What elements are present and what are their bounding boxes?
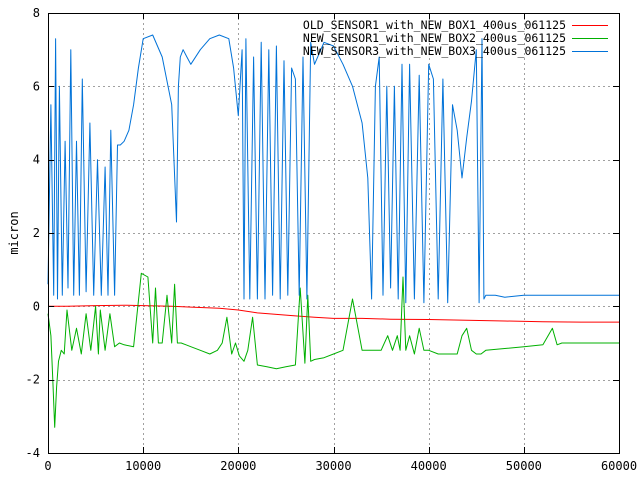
series-layer xyxy=(47,34,619,428)
x-tick-label: 10000 xyxy=(125,459,161,473)
y-tick-label: 0 xyxy=(33,299,40,313)
x-tick-label: 0 xyxy=(44,459,51,473)
y-tick-label: -4 xyxy=(26,446,40,460)
legend: OLD_SENSOR1_with_NEW_BOX1_400us_061125NE… xyxy=(303,18,608,58)
axis-ticks xyxy=(48,13,620,454)
y-tick-label: -2 xyxy=(26,373,40,387)
y-tick-label: 2 xyxy=(33,226,40,240)
y-tick-labels: -4 -2 0 2 4 6 8 xyxy=(26,6,40,460)
legend-label-3: NEW_SENSOR3_with_NEW_BOX3_400us_061125 xyxy=(303,44,566,58)
y-tick-label: 6 xyxy=(33,79,40,93)
x-tick-label: 40000 xyxy=(411,459,447,473)
x-tick-label: 30000 xyxy=(315,459,351,473)
y-tick-label: 8 xyxy=(33,6,40,20)
series-line-2 xyxy=(47,272,619,428)
y-axis-label: micron xyxy=(7,211,21,254)
x-tick-labels: 0 10000 20000 30000 40000 50000 60000 xyxy=(44,459,637,473)
x-tick-label: 20000 xyxy=(220,459,256,473)
series-line-3 xyxy=(47,34,619,304)
legend-label-2: NEW_SENSOR1_with_NEW_BOX2_400us_061125 xyxy=(303,31,566,45)
grid xyxy=(48,13,619,453)
series-line-1 xyxy=(48,304,619,323)
legend-label-1: OLD_SENSOR1_with_NEW_BOX1_400us_061125 xyxy=(303,18,566,32)
x-tick-label: 60000 xyxy=(601,459,637,473)
x-tick-label: 50000 xyxy=(506,459,542,473)
y-tick-label: 4 xyxy=(33,153,40,167)
